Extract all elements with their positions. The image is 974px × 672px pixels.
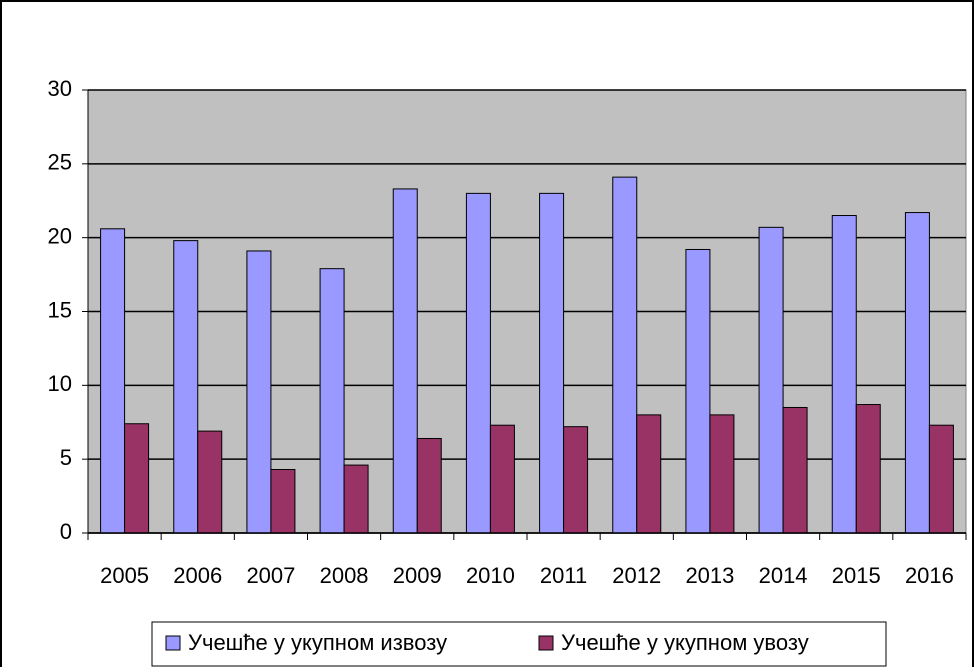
y-tick-label: 5 <box>60 445 72 470</box>
x-tick-label: 2010 <box>466 563 515 588</box>
y-tick-label: 0 <box>60 519 72 544</box>
y-tick-label: 10 <box>48 371 72 396</box>
bar <box>197 430 223 534</box>
x-tick-label: 2006 <box>173 563 222 588</box>
bar <box>563 426 589 534</box>
bar <box>124 423 150 534</box>
bar <box>489 424 515 534</box>
x-tick-label: 2009 <box>393 563 442 588</box>
bar <box>904 212 930 534</box>
legend-swatch <box>538 635 554 651</box>
bar <box>100 228 126 534</box>
bar <box>855 404 881 534</box>
x-tick-label: 2011 <box>540 563 587 588</box>
bar <box>343 464 369 534</box>
x-tick-label: 2012 <box>612 563 661 588</box>
bar <box>416 437 442 534</box>
x-tick-label: 2013 <box>685 563 734 588</box>
bar <box>465 192 491 534</box>
bar <box>612 176 638 534</box>
x-tick-label: 2005 <box>100 563 149 588</box>
y-tick-label: 30 <box>48 76 72 101</box>
legend-box <box>151 621 887 667</box>
x-tick-label: 2007 <box>246 563 295 588</box>
legend-label: Учешће у укупном увозу <box>561 630 809 655</box>
legend-swatch <box>165 635 181 651</box>
bar <box>319 268 345 534</box>
x-tick-label: 2014 <box>759 563 808 588</box>
bar <box>709 414 735 534</box>
bar <box>173 240 199 534</box>
bar <box>270 469 296 534</box>
legend-label: Учешће у укупном извозу <box>188 630 447 655</box>
bar <box>758 226 784 534</box>
x-tick-label: 2015 <box>832 563 881 588</box>
bar <box>782 406 808 534</box>
x-tick-label: 2008 <box>320 563 369 588</box>
bar <box>831 215 857 534</box>
y-tick-label: 15 <box>48 297 72 322</box>
bar <box>392 188 418 534</box>
bar <box>246 250 272 534</box>
y-tick-label: 25 <box>48 150 72 175</box>
bar <box>685 248 711 534</box>
bar <box>928 424 954 534</box>
x-tick-label: 2016 <box>905 563 954 588</box>
y-tick-label: 20 <box>48 223 72 248</box>
bar <box>539 192 565 534</box>
bar <box>636 414 662 534</box>
